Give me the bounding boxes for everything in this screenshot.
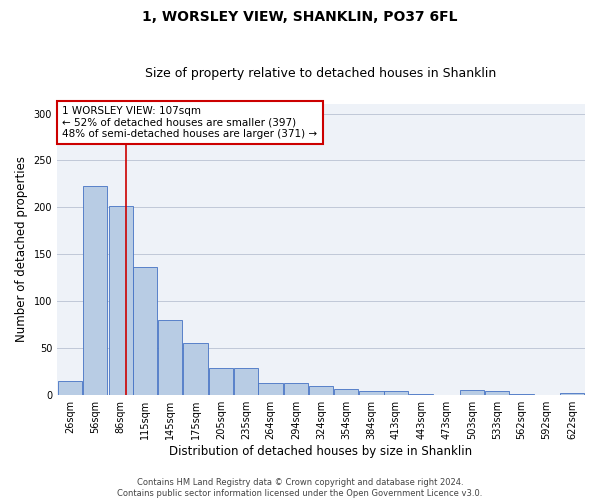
Bar <box>560 393 584 394</box>
Bar <box>158 320 182 394</box>
Bar <box>309 386 333 394</box>
Bar <box>109 206 133 394</box>
Bar <box>384 391 408 394</box>
X-axis label: Distribution of detached houses by size in Shanklin: Distribution of detached houses by size … <box>169 444 473 458</box>
Bar <box>184 343 208 394</box>
Bar <box>133 268 157 394</box>
Bar <box>485 391 509 394</box>
Bar <box>334 389 358 394</box>
Text: 1, WORSLEY VIEW, SHANKLIN, PO37 6FL: 1, WORSLEY VIEW, SHANKLIN, PO37 6FL <box>142 10 458 24</box>
Bar <box>58 380 82 394</box>
Bar <box>460 390 484 394</box>
Bar <box>359 391 383 394</box>
Y-axis label: Number of detached properties: Number of detached properties <box>15 156 28 342</box>
Bar <box>83 186 107 394</box>
Bar <box>284 382 308 394</box>
Bar <box>259 382 283 394</box>
Title: Size of property relative to detached houses in Shanklin: Size of property relative to detached ho… <box>145 66 497 80</box>
Bar <box>234 368 258 394</box>
Bar <box>209 368 233 394</box>
Text: 1 WORSLEY VIEW: 107sqm
← 52% of detached houses are smaller (397)
48% of semi-de: 1 WORSLEY VIEW: 107sqm ← 52% of detached… <box>62 106 317 139</box>
Text: Contains HM Land Registry data © Crown copyright and database right 2024.
Contai: Contains HM Land Registry data © Crown c… <box>118 478 482 498</box>
